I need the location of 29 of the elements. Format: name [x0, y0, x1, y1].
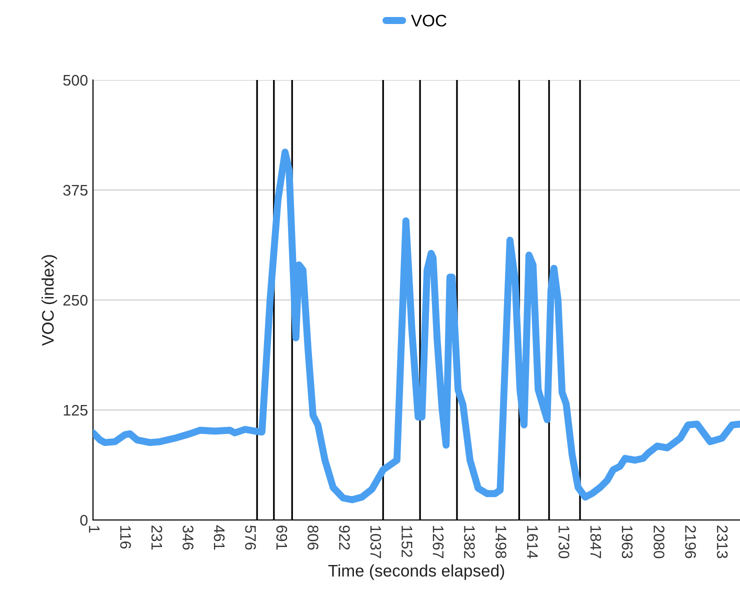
- x-tick-label: 116: [120, 526, 131, 549]
- x-tick-label: 806: [308, 526, 318, 550]
- y-tick-label: 250: [63, 294, 88, 306]
- x-tick-label: 691: [276, 526, 288, 550]
- x-tick-label: 2313: [716, 526, 728, 558]
- x-tick-label: 346: [182, 525, 194, 550]
- x-tick-label: 1730: [558, 526, 570, 558]
- x-tick-label: 2080: [654, 526, 664, 558]
- x-tick-label: 922: [339, 526, 350, 550]
- legend-label: VOC: [411, 14, 446, 27]
- y-tick-label: 0: [80, 514, 88, 526]
- x-tick-label: 1498: [496, 526, 506, 558]
- y-tick-label: 125: [64, 404, 88, 416]
- x-tick-label: 576: [245, 525, 256, 550]
- x-tick-label: 1614: [527, 526, 538, 558]
- y-tick-label: 500: [63, 74, 88, 86]
- x-tick-label: 1152: [402, 526, 412, 557]
- x-tick-label: 231: [151, 526, 162, 550]
- x-axis-title: Time (seconds elapsed): [328, 564, 504, 580]
- x-tick-label: 461: [214, 525, 225, 550]
- x-tick-label: 1: [89, 526, 100, 533]
- y-axis-title: VOC (index): [42, 255, 58, 346]
- x-tick-label: 1382: [464, 526, 475, 558]
- y-tick-label: 375: [63, 184, 88, 196]
- x-tick-label: 1037: [370, 526, 382, 558]
- x-tick-label: 2196: [685, 526, 696, 558]
- x-tick-label: 1267: [432, 526, 444, 558]
- x-tick-label: 1963: [622, 526, 633, 558]
- x-tick-label: 1847: [590, 526, 602, 558]
